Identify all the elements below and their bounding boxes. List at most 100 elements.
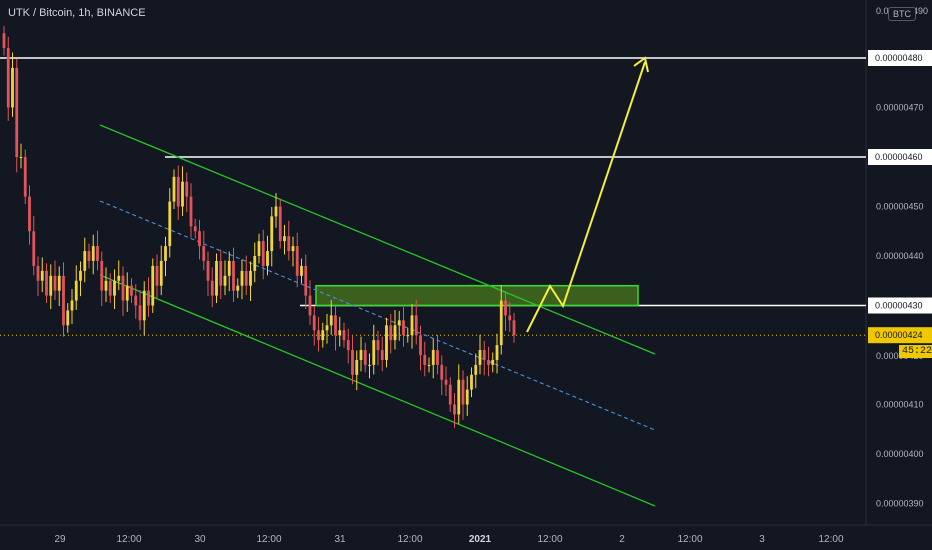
candle-body	[210, 280, 214, 296]
candle-body	[138, 305, 142, 321]
candle-body	[482, 350, 486, 360]
currency-pill[interactable]: BTC	[888, 7, 916, 21]
candle-body	[470, 374, 473, 390]
projection-path[interactable]	[526, 61, 646, 333]
candle-body	[244, 270, 248, 286]
candle-body	[40, 270, 44, 281]
candle-body	[406, 335, 410, 337]
candle-body	[419, 335, 422, 355]
candle-body	[440, 364, 444, 380]
candle-body	[363, 350, 367, 365]
level-price-badge[interactable]	[868, 297, 932, 314]
candle-body	[359, 350, 363, 360]
candle-body	[491, 359, 495, 365]
zone-rect[interactable]	[315, 284, 639, 307]
time-axis[interactable]: 29 12:00 30 12:00 31 12:00 2021 12:00 2 12:00 3 12:…	[54, 534, 844, 545]
candle-body	[79, 270, 82, 281]
candle-body	[142, 290, 146, 321]
candle-body	[321, 330, 325, 341]
candle-body	[70, 300, 74, 311]
candle-body	[125, 285, 129, 301]
candle-body	[172, 176, 176, 202]
candle-body	[436, 350, 439, 365]
candle-body	[304, 265, 308, 296]
price-tick-label: 0.00000470	[876, 103, 924, 113]
candle-body	[295, 246, 299, 276]
price-tick-label-top: 0.0	[876, 6, 889, 16]
candle-body	[130, 285, 133, 296]
price-tick-label: 0.00000400	[876, 449, 924, 459]
channel-lower-line[interactable]	[99, 274, 656, 507]
channel-midline[interactable]	[99, 200, 656, 431]
candle-body	[104, 280, 108, 291]
candle-body	[232, 260, 235, 291]
chart-title[interactable]: UTK / Bitcoin, 1h, BINANCE	[8, 7, 146, 19]
candle-body	[287, 236, 291, 252]
candle-body	[236, 285, 240, 291]
candle-body	[240, 270, 244, 286]
candle-body	[202, 246, 206, 261]
descending-channel[interactable]	[99, 124, 656, 507]
candle-body	[261, 241, 265, 266]
candle-body	[266, 251, 269, 266]
current-price-badge[interactable]	[868, 327, 932, 344]
candle-body	[49, 275, 53, 296]
candle-body	[338, 330, 342, 336]
demand-zone[interactable]	[315, 284, 639, 307]
candle-body	[164, 246, 167, 261]
candle-body	[474, 364, 478, 375]
candle-body	[223, 275, 227, 286]
candle-body	[380, 350, 384, 360]
candle-body	[300, 265, 303, 276]
candle-body	[291, 246, 295, 252]
time-tick-label: 12:00	[537, 534, 562, 545]
candle-body	[108, 280, 112, 296]
time-tick-label: 12:00	[116, 534, 141, 545]
candle-body	[189, 196, 193, 227]
price-axis[interactable]: 0.00000470 0.00000450 0.00000440 0.00000410…	[868, 6, 932, 509]
time-tick-label: 12:00	[397, 534, 422, 545]
candle-body	[274, 206, 278, 217]
projection-arrow[interactable]	[526, 56, 649, 333]
candle-body	[121, 275, 125, 301]
candle-body	[185, 181, 189, 197]
candle-body	[342, 330, 346, 341]
candle-body	[487, 359, 490, 365]
candle-countdown: 45:22	[899, 345, 932, 358]
candle-body	[62, 275, 65, 326]
candles	[2, 25, 516, 428]
candle-body	[100, 260, 104, 291]
level-price-badge[interactable]	[868, 50, 932, 66]
candle-body	[215, 260, 218, 296]
candle-body	[512, 320, 516, 336]
candle-body	[448, 384, 452, 405]
candle-body	[28, 196, 31, 232]
candle-body	[504, 300, 507, 316]
candle-body	[397, 320, 401, 326]
candle-body	[23, 157, 27, 197]
channel-upper-line[interactable]	[99, 124, 656, 355]
candle-body	[351, 350, 354, 375]
candle-body	[329, 315, 333, 326]
candle-body	[198, 231, 201, 247]
level-price-badge[interactable]	[868, 149, 932, 165]
projection-arrowhead[interactable]	[633, 56, 649, 73]
candle-body	[465, 389, 469, 405]
time-tick-label: 2	[619, 534, 625, 545]
candle-body	[32, 231, 36, 266]
price-tick-label: 0.00000450	[876, 202, 924, 212]
candle-body	[113, 280, 116, 296]
candle-body	[206, 260, 210, 281]
level-price-label: 0.00000430	[875, 301, 923, 311]
price-tick-label-top-tail: 490	[913, 6, 928, 16]
candle-body	[346, 340, 350, 351]
candle-body	[278, 206, 282, 242]
candle-body	[410, 315, 414, 336]
candle-body	[427, 364, 431, 366]
candle-body	[57, 275, 61, 291]
time-tick-label: 12:00	[677, 534, 702, 545]
candle-body	[270, 216, 274, 252]
candle-body	[508, 315, 512, 321]
